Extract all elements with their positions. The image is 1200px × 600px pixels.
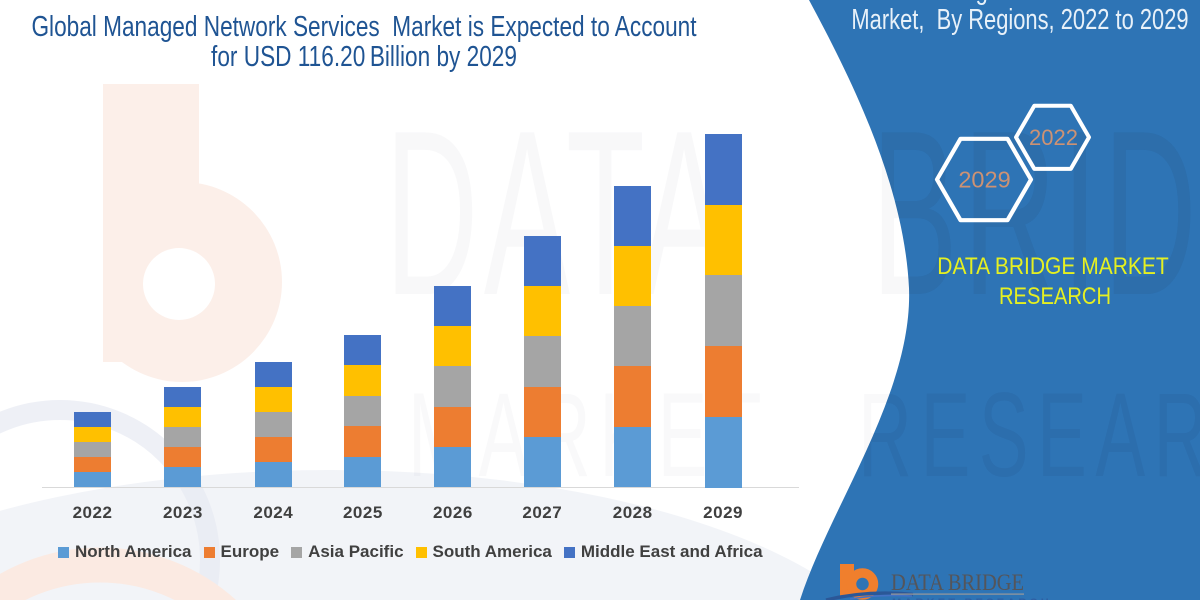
svg-text:DATA BRIDGE: DATA BRIDGE xyxy=(891,570,1024,595)
svg-text:2029: 2029 xyxy=(958,167,1010,193)
svg-text:MARKET RESEARCH: MARKET RESEARCH xyxy=(892,597,1052,600)
svg-text:2022: 2022 xyxy=(1029,125,1078,150)
